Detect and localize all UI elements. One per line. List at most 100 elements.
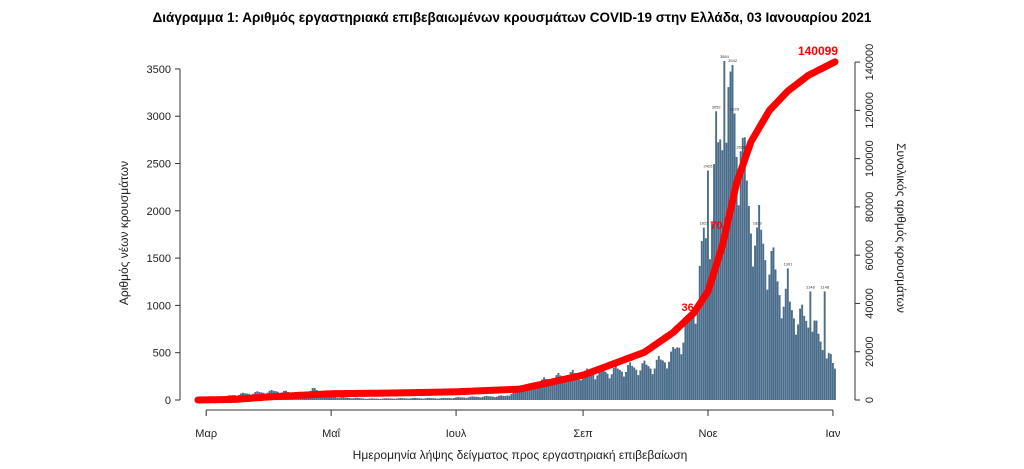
chart-title: Διάγραμμα 1: Αριθμός εργαστηριακά επιβεβ… — [152, 10, 872, 25]
bar — [670, 351, 673, 400]
bar — [446, 398, 449, 400]
x-axis-label: Ημερομηνία λήψης δείγματος προς εργαστηρ… — [352, 448, 688, 462]
bar — [788, 301, 791, 400]
bar-value-label: 2629 — [736, 144, 746, 149]
bar — [620, 371, 623, 400]
bar — [682, 342, 685, 400]
bar — [827, 352, 830, 400]
bar — [631, 365, 634, 400]
bar — [416, 398, 419, 400]
bar — [493, 397, 496, 400]
bar — [696, 303, 699, 400]
bar — [588, 371, 591, 400]
bar — [489, 396, 492, 400]
bar — [393, 398, 396, 400]
x-tick-label: Μαρ — [195, 428, 217, 440]
bar — [334, 396, 337, 400]
bar — [809, 291, 812, 400]
bar — [709, 259, 711, 400]
y-tick-label-left: 3500 — [147, 64, 171, 76]
bar — [688, 316, 691, 400]
bar — [469, 396, 472, 400]
bar — [780, 318, 783, 400]
bar — [623, 376, 625, 400]
bar — [647, 366, 650, 400]
bar — [680, 354, 683, 400]
bar — [418, 398, 421, 400]
bar — [815, 320, 818, 400]
bar — [600, 367, 603, 400]
bar — [506, 395, 509, 400]
bar — [733, 113, 736, 400]
bar — [549, 380, 552, 400]
bar — [461, 397, 464, 400]
bar — [698, 265, 701, 400]
bar — [434, 398, 437, 400]
bar — [569, 372, 572, 400]
bar — [553, 380, 556, 400]
bar — [721, 150, 724, 400]
bar — [614, 365, 617, 400]
bar — [346, 397, 349, 400]
bar-value-label: 3542 — [728, 58, 738, 63]
bar — [668, 361, 670, 400]
bar — [797, 324, 800, 400]
bar — [379, 398, 382, 400]
bar — [702, 227, 705, 400]
bar-value-label: 3052 — [712, 104, 722, 109]
y-tick-label-right: 20000 — [864, 336, 876, 367]
bar — [745, 180, 748, 400]
bar — [633, 367, 636, 400]
bar — [817, 333, 820, 400]
bar — [567, 377, 570, 400]
bar — [530, 384, 533, 400]
bar — [811, 331, 814, 400]
bar — [453, 397, 455, 400]
bar — [491, 396, 494, 400]
bar — [352, 398, 355, 400]
bar — [750, 233, 752, 400]
bar — [534, 384, 537, 400]
bar — [608, 378, 611, 400]
bar — [526, 385, 529, 400]
bar — [571, 369, 574, 400]
bar — [403, 398, 406, 400]
bar — [358, 398, 361, 400]
bar — [635, 369, 638, 400]
bar — [375, 398, 378, 400]
bar — [823, 291, 826, 400]
bar — [389, 398, 392, 400]
bar — [522, 391, 525, 400]
bar — [754, 245, 756, 400]
bar — [729, 71, 732, 400]
bar — [407, 398, 410, 400]
bar — [768, 274, 771, 400]
bar — [385, 398, 388, 400]
bar — [510, 394, 513, 400]
bar — [829, 354, 832, 400]
bar — [735, 156, 738, 400]
y-tick-label-right: 60000 — [864, 240, 876, 271]
bar — [438, 398, 441, 400]
bar — [743, 137, 746, 400]
bar — [725, 142, 728, 400]
bar-value-label: 2426 — [704, 164, 714, 169]
bar — [592, 374, 595, 400]
bar — [500, 395, 503, 400]
bar — [405, 398, 408, 400]
bar — [793, 318, 795, 400]
bar — [795, 334, 797, 400]
bar — [502, 395, 505, 400]
bar — [364, 398, 367, 400]
bar — [440, 398, 443, 400]
bar — [565, 381, 568, 400]
bar — [661, 360, 664, 400]
bar — [801, 304, 804, 400]
bar — [485, 395, 488, 400]
bar — [397, 398, 400, 400]
bar — [455, 397, 457, 400]
y-tick-label-left: 500 — [153, 348, 171, 360]
bar — [756, 227, 759, 400]
bar — [774, 269, 777, 400]
bar — [561, 376, 564, 400]
